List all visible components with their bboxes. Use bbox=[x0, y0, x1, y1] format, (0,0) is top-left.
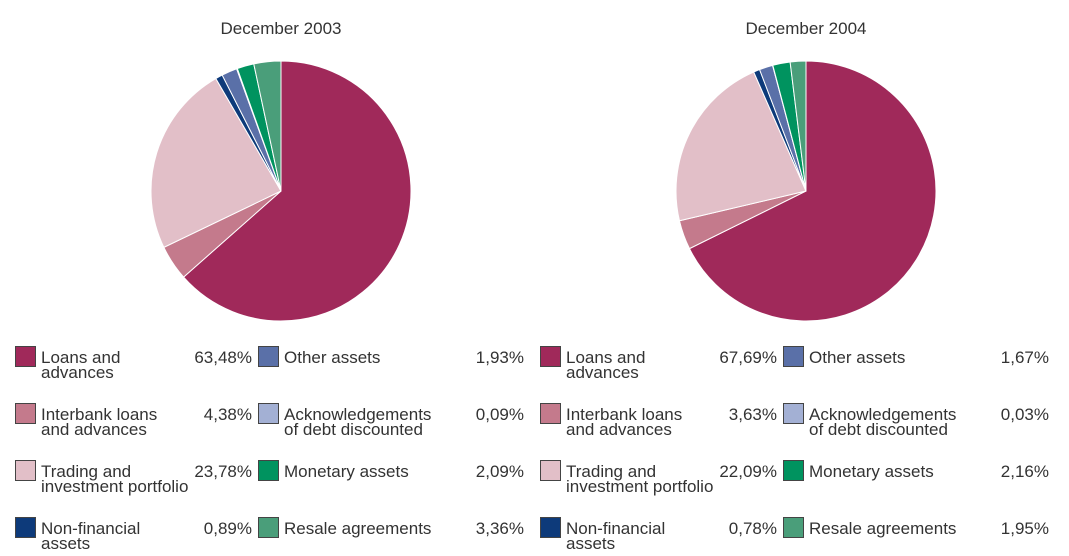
legend-label: Monetary assets bbox=[284, 462, 409, 481]
pie-slice bbox=[150, 77, 282, 249]
value-label: 0,78% bbox=[728, 519, 777, 538]
legend-label: Trading and investment portfolio bbox=[566, 462, 714, 496]
legend-label: Loans and advances bbox=[566, 348, 646, 382]
value-label: 23,78% bbox=[194, 462, 252, 481]
legend-label: Acknowledgements of debt discounted bbox=[284, 405, 432, 439]
legend-swatch bbox=[783, 460, 804, 481]
value-label: 4,38% bbox=[203, 405, 252, 424]
legend-label: Non-financial assets bbox=[41, 519, 141, 553]
legend-swatch bbox=[540, 460, 561, 481]
value-label: 2,09% bbox=[475, 462, 524, 481]
legend-swatch bbox=[15, 346, 36, 367]
legend-label: Interbank loans and advances bbox=[566, 405, 683, 439]
legend-swatch bbox=[258, 403, 279, 424]
legend-swatch bbox=[258, 346, 279, 367]
legend-label: Resale agreements bbox=[809, 519, 957, 538]
legend-swatch bbox=[783, 517, 804, 538]
legend-label: Other assets bbox=[809, 348, 906, 367]
legend-swatch bbox=[15, 403, 36, 424]
legend-swatch bbox=[258, 460, 279, 481]
value-label: 2,16% bbox=[1000, 462, 1049, 481]
value-label: 63,48% bbox=[194, 348, 252, 367]
value-label: 1,93% bbox=[475, 348, 524, 367]
chart-title: December 2003 bbox=[221, 19, 342, 38]
value-label: 3,63% bbox=[728, 405, 777, 424]
legend-swatch bbox=[783, 346, 804, 367]
value-label: 1,95% bbox=[1000, 519, 1049, 538]
value-label: 1,67% bbox=[1000, 348, 1049, 367]
legend-label: Trading and investment portfolio bbox=[41, 462, 189, 496]
legend-label: Resale agreements bbox=[284, 519, 432, 538]
legend-swatch bbox=[15, 517, 36, 538]
legend-label: Non-financial assets bbox=[566, 519, 666, 553]
chart-title: December 2004 bbox=[746, 19, 867, 38]
pie-slice bbox=[688, 60, 937, 322]
value-label: 0,03% bbox=[1000, 405, 1049, 424]
legend-swatch bbox=[783, 403, 804, 424]
legend-label: Other assets bbox=[284, 348, 381, 367]
value-label: 67,69% bbox=[719, 348, 777, 367]
legend-swatch bbox=[540, 346, 561, 367]
value-label: 0,09% bbox=[475, 405, 524, 424]
legend-swatch bbox=[258, 517, 279, 538]
legend-swatch bbox=[540, 517, 561, 538]
pie-slice bbox=[789, 60, 807, 192]
pie-slice bbox=[182, 60, 412, 322]
legend-swatch bbox=[15, 460, 36, 481]
value-label: 3,36% bbox=[475, 519, 524, 538]
pie-slice bbox=[253, 60, 282, 192]
legend-label: Loans and advances bbox=[41, 348, 121, 382]
value-label: 22,09% bbox=[719, 462, 777, 481]
legend-label: Acknowledgements of debt discounted bbox=[809, 405, 957, 439]
pie-slice bbox=[675, 71, 807, 222]
legend-label: Monetary assets bbox=[809, 462, 934, 481]
value-label: 0,89% bbox=[203, 519, 252, 538]
legend-swatch bbox=[540, 403, 561, 424]
legend-label: Interbank loans and advances bbox=[41, 405, 158, 439]
